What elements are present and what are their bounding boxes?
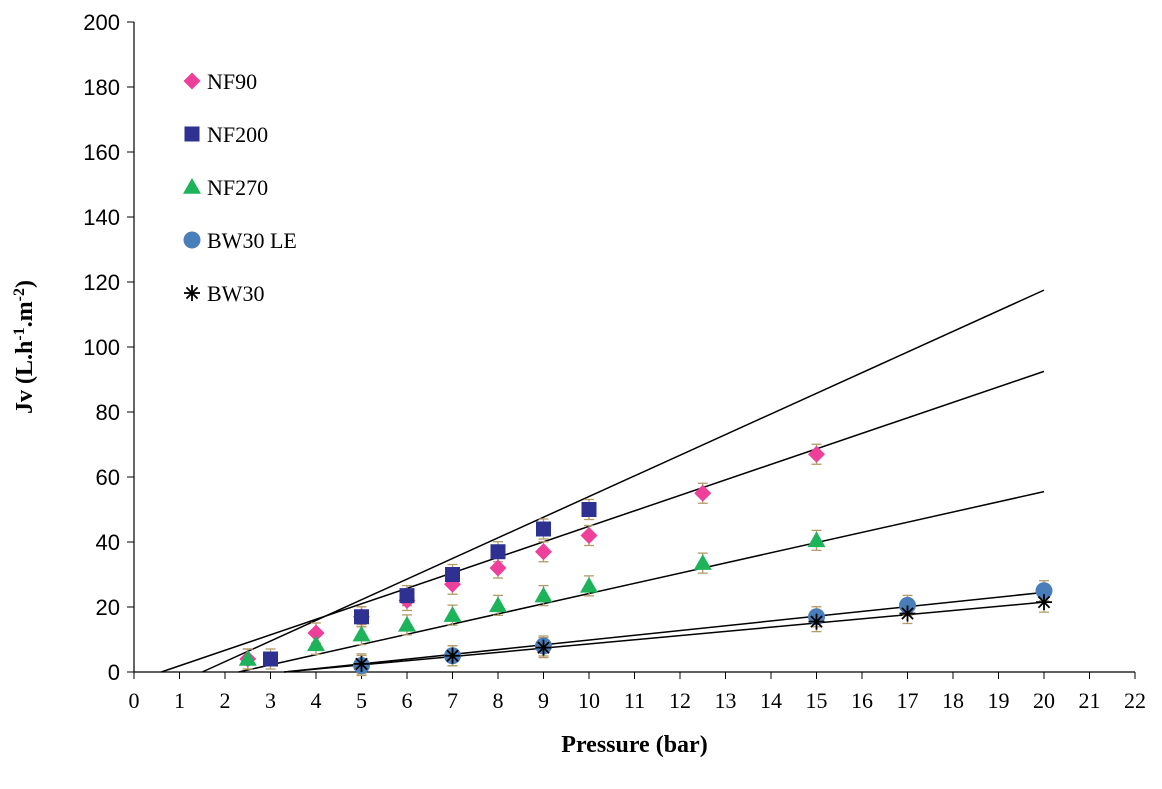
- y-tick-label: 100: [83, 335, 120, 360]
- point-bw30: [899, 605, 916, 622]
- legend-marker-bw30: [184, 285, 200, 301]
- x-tick-label: 18: [942, 688, 964, 713]
- x-tick-label: 17: [897, 688, 919, 713]
- y-tick-label: 200: [83, 10, 120, 35]
- y-tick-label: 40: [96, 530, 120, 555]
- axes: [127, 21, 1136, 679]
- point-nf270: [534, 586, 553, 603]
- y-tick-label: 120: [83, 270, 120, 295]
- y-tick-label: 160: [83, 140, 120, 165]
- x-tick-label: 20: [1033, 688, 1055, 713]
- y-axis-label: Jv (L.h-1.m-2): [11, 280, 39, 414]
- point-bw30: [353, 655, 370, 672]
- point-nf200: [581, 502, 597, 517]
- x-tick-label: 10: [578, 688, 600, 713]
- x-axis-label: Pressure (bar): [561, 732, 707, 758]
- point-nf90: [808, 445, 825, 463]
- x-tick-label: 12: [669, 688, 691, 713]
- y-axis-label-main: Jv (L.h: [12, 341, 38, 414]
- point-nf200: [490, 544, 506, 560]
- y-tick-label: 180: [83, 75, 120, 100]
- x-tick-label: 21: [1079, 688, 1101, 713]
- legend-label-nf270: NF270: [207, 175, 268, 200]
- fit-line-nf90: [161, 370, 1045, 673]
- legend-marker-bw30-le: [183, 231, 201, 249]
- fit-line-nf200: [201, 289, 1045, 673]
- x-tick-label: 3: [265, 688, 276, 713]
- y-axis-label-end: ): [12, 280, 38, 288]
- x-tick-label: 7: [447, 688, 458, 713]
- point-bw30: [444, 647, 461, 664]
- legend-label-bw30-le: BW30 LE: [207, 228, 297, 253]
- point-nf270: [489, 596, 507, 613]
- x-tick-label: 0: [129, 688, 140, 713]
- x-tick-label: 2: [220, 688, 231, 713]
- y-tick-label: 80: [96, 400, 120, 425]
- fit-line-nf270: [238, 490, 1045, 673]
- y-tick-label: 140: [83, 205, 120, 230]
- x-tick-label: 19: [988, 688, 1010, 713]
- y-tick-label: 0: [108, 660, 120, 685]
- point-nf200: [536, 521, 551, 537]
- x-tick-label: 1: [174, 688, 185, 713]
- x-tick-label: 5: [356, 688, 367, 713]
- legend: NF90 NF200 NF270 BW30 LE BW30: [183, 69, 297, 306]
- x-tick-label: 9: [538, 688, 549, 713]
- y-tick-label: 20: [96, 595, 120, 620]
- x-tick-label: 11: [624, 688, 645, 713]
- fit-line-bw30: [284, 601, 1045, 673]
- point-nf200: [445, 567, 460, 582]
- x-tick-label: 8: [493, 688, 504, 713]
- fit-lines: [161, 289, 1045, 673]
- x-tick-label: 16: [851, 688, 873, 713]
- x-tick-label: 4: [311, 688, 322, 713]
- point-nf270: [580, 576, 598, 593]
- x-tick-label: 13: [715, 688, 737, 713]
- y-axis-label-sup1: -1: [11, 327, 28, 340]
- point-nf270: [238, 650, 257, 666]
- legend-marker-nf270: [183, 178, 201, 194]
- point-nf90: [580, 527, 598, 544]
- point-bw30: [808, 613, 825, 630]
- point-nf90: [694, 484, 712, 502]
- point-bw30: [1036, 594, 1052, 611]
- legend-label-nf200: NF200: [207, 122, 268, 147]
- point-bw30-le: [1035, 582, 1053, 600]
- point-bw30: [535, 639, 552, 656]
- y-axis-label-mid: .m: [12, 301, 38, 327]
- point-nf90: [489, 559, 507, 577]
- point-nf200: [399, 588, 415, 604]
- point-nf270: [307, 635, 325, 652]
- legend-label-nf90: NF90: [207, 69, 257, 94]
- y-axis-label-sup2: -2: [11, 288, 28, 301]
- x-tick-label: 14: [760, 688, 782, 713]
- x-tick-label: 6: [402, 688, 413, 713]
- point-nf200: [263, 651, 278, 667]
- legend-marker-nf90: [183, 72, 201, 90]
- data-points: [238, 445, 1053, 674]
- point-nf270: [807, 531, 826, 548]
- x-tick-label: 15: [806, 688, 828, 713]
- x-tick-label: 22: [1124, 688, 1146, 713]
- point-nf270: [352, 625, 371, 642]
- y-tick-label: 60: [96, 465, 120, 490]
- point-nf200: [354, 609, 369, 625]
- point-nf270: [443, 606, 462, 622]
- point-nf270: [398, 615, 416, 632]
- point-nf90: [307, 624, 325, 642]
- legend-label-bw30: BW30: [207, 281, 264, 306]
- fit-line-bw30-le: [284, 591, 1045, 673]
- point-nf90: [535, 543, 552, 561]
- legend-marker-nf200: [184, 126, 200, 142]
- point-nf270: [693, 554, 712, 570]
